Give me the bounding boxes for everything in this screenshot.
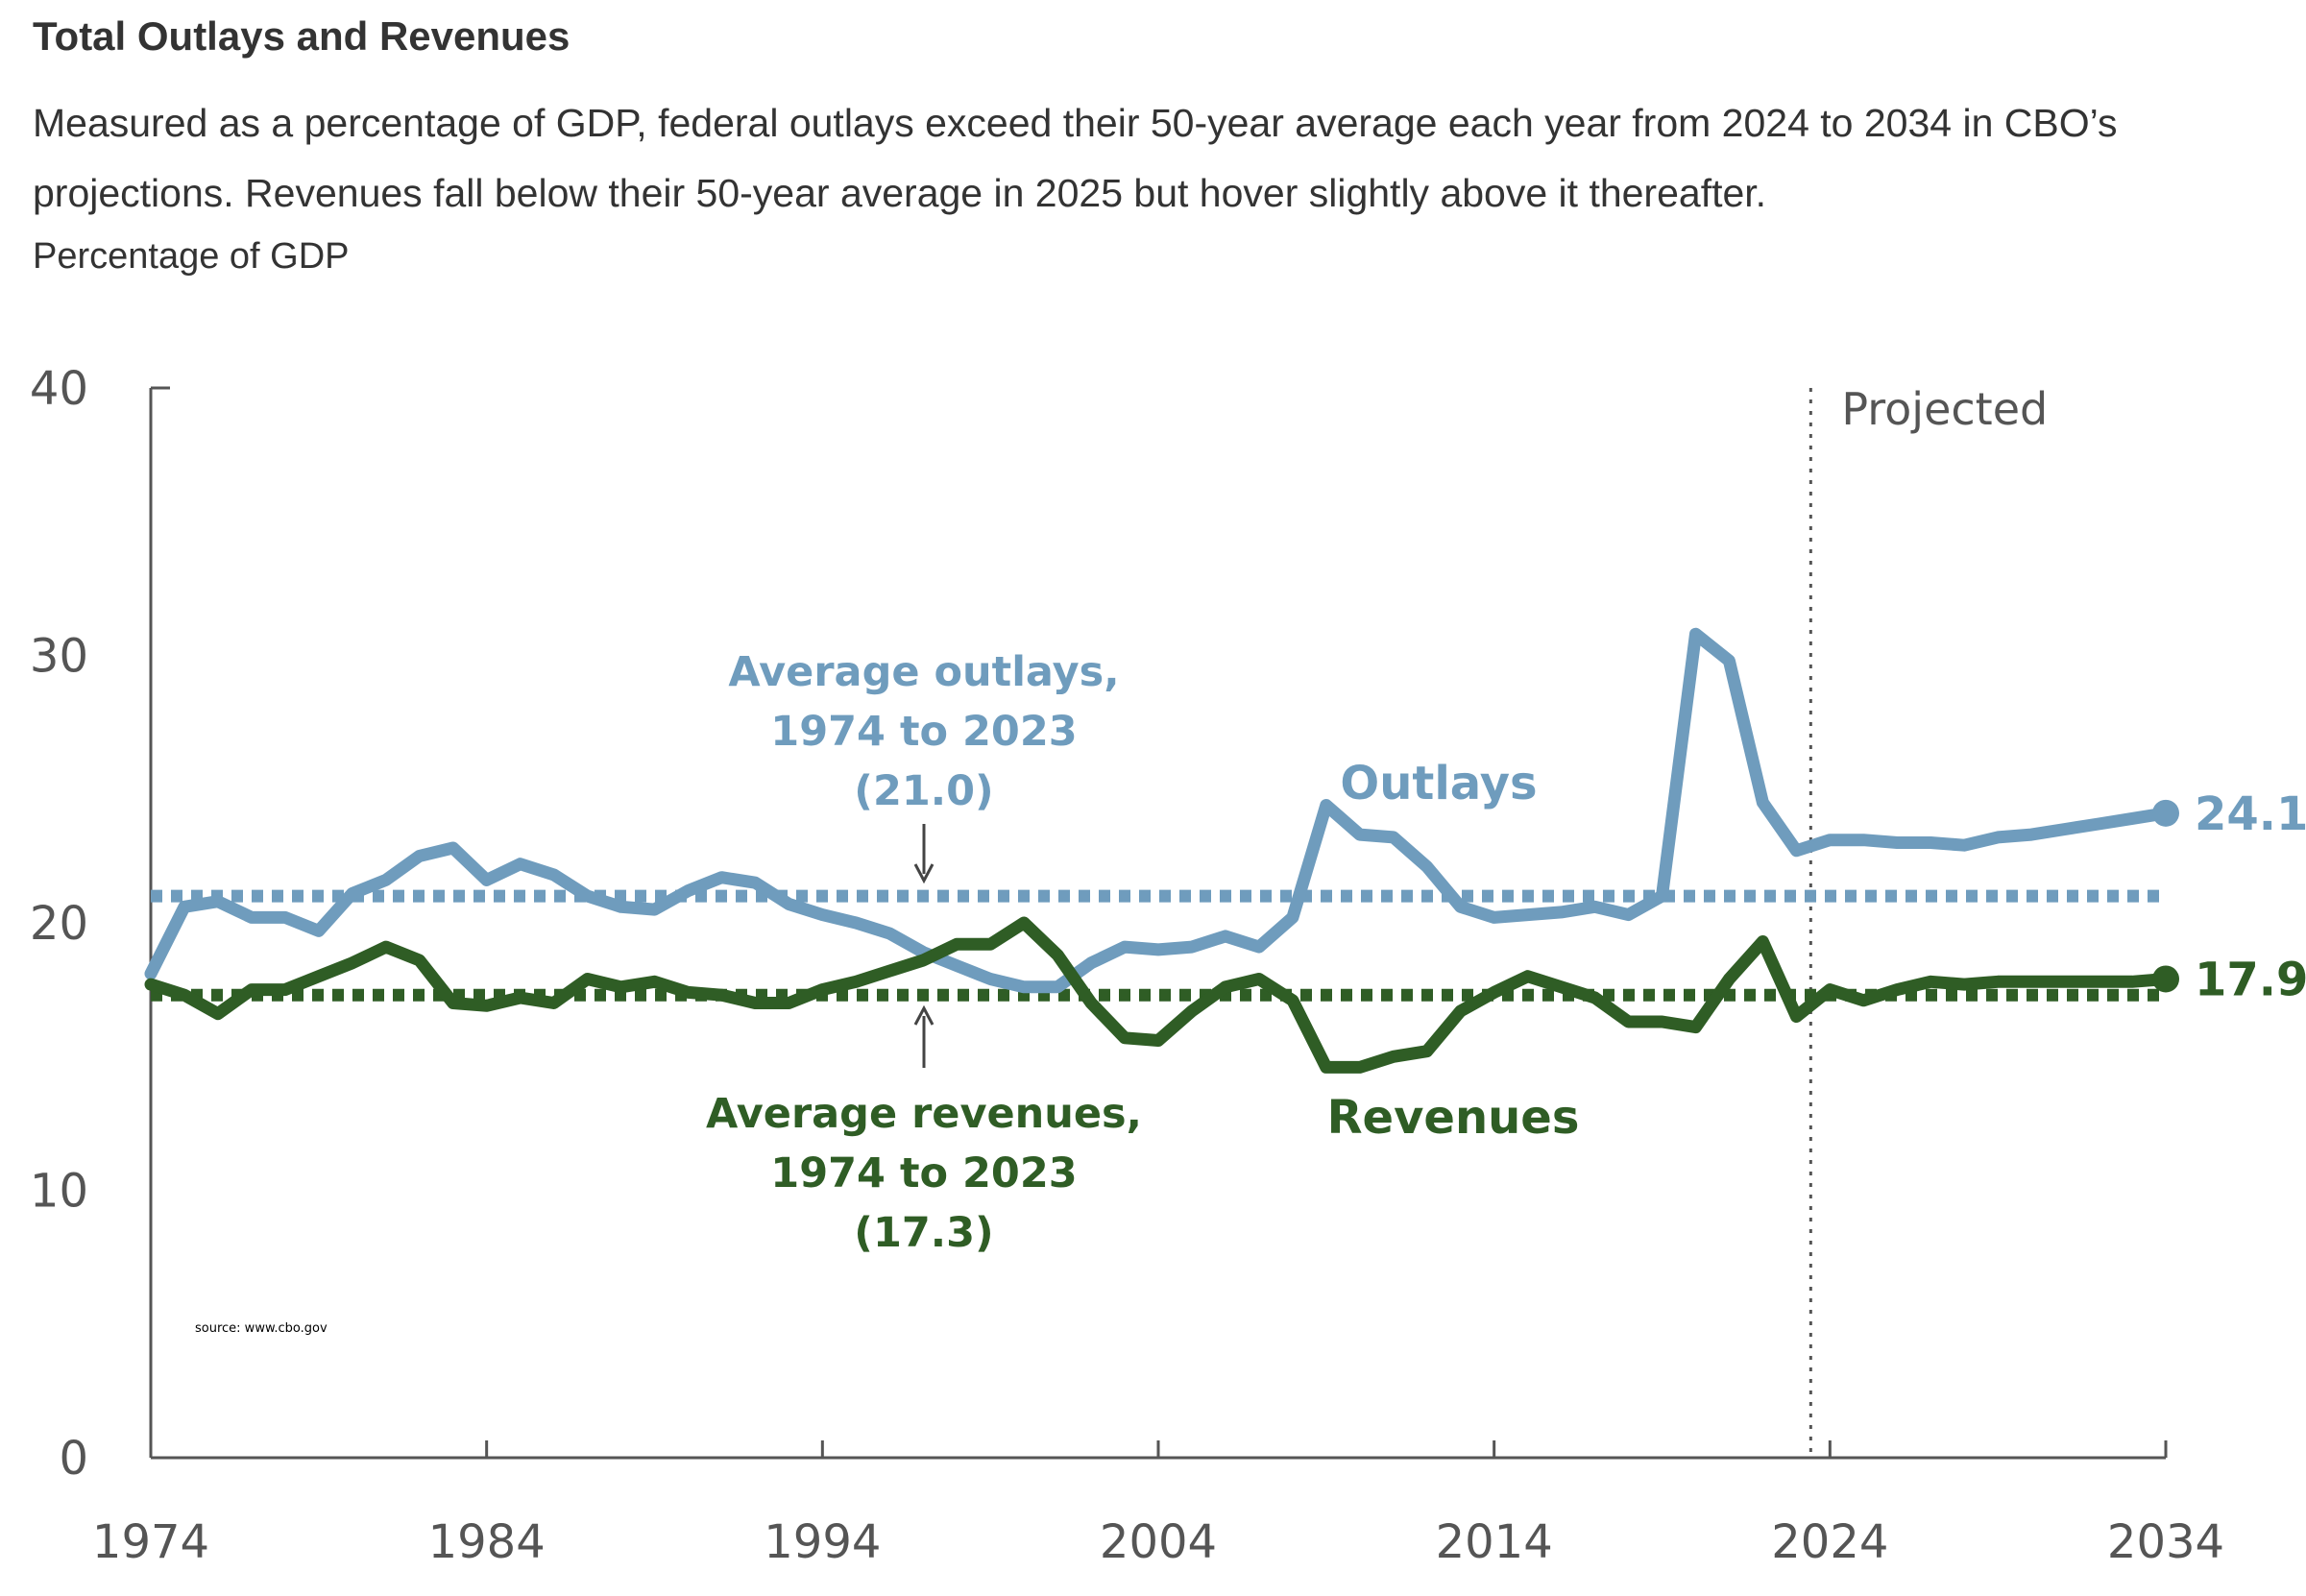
average-revenues-label: Average revenues, 1974 to 2023 (17.3)	[706, 1090, 1142, 1257]
annotation-line: Average revenues,	[706, 1090, 1142, 1138]
projection-label: Projected	[1841, 383, 2048, 435]
average-outlays-arrowhead	[913, 863, 935, 884]
chart-subtitle: Measured as a percentage of GDP, federal…	[33, 101, 2118, 215]
annotation-line: 1974 to 2023	[770, 1149, 1077, 1197]
x-tick-label: 1974	[92, 1515, 209, 1569]
series-end-label: 24.1	[2195, 787, 2306, 841]
y-tick-label: 40	[30, 362, 88, 416]
y-tick-labels: 0 10 20 30 40	[30, 362, 88, 1486]
annotation-line: 1974 to 2023	[770, 708, 1077, 756]
x-tick-label: 2034	[2107, 1515, 2224, 1569]
source-note: source: www.cbo.gov	[195, 1321, 328, 1336]
outlays-series-label: Outlays	[1340, 757, 1537, 810]
chart-title: Total Outlays and Revenues	[33, 13, 570, 59]
y-tick-label: 0	[59, 1432, 88, 1486]
annotations: Average outlays, 1974 to 2023 (21.0) Avera…	[195, 648, 1579, 1336]
series-end-label: 17.9	[2195, 953, 2306, 1006]
y-tick-label: 10	[30, 1165, 88, 1219]
x-tick-label: 1984	[428, 1515, 546, 1569]
y-axis-units-label: Percentage of GDP	[33, 236, 350, 277]
annotation-line: Average outlays,	[728, 648, 1119, 696]
annotation-line: (17.3)	[854, 1209, 993, 1257]
projection-marker: Projected	[1808, 383, 2048, 1458]
x-tick-label: 2024	[1771, 1515, 1888, 1569]
x-tick-label: 2014	[1436, 1515, 1553, 1569]
revenues-series-label: Revenues	[1327, 1091, 1580, 1145]
series-end-point	[2152, 965, 2179, 993]
average-outlays-label: Average outlays, 1974 to 2023 (21.0)	[728, 648, 1119, 815]
x-tick-label: 1994	[764, 1515, 881, 1569]
series-line	[144, 627, 2172, 994]
y-tick-label: 30	[30, 630, 88, 684]
y-tick-label: 20	[30, 897, 88, 951]
x-tick-label: 2004	[1100, 1515, 1217, 1569]
series-line	[144, 916, 2172, 1074]
annotation-line: (21.0)	[854, 767, 993, 815]
x-tick-labels: 1974 1984 1994 2004 2014 2024 2034	[92, 1440, 2224, 1569]
average-revenues-arrowhead	[913, 1004, 935, 1026]
series-lines: 24.1 17.9	[144, 627, 2306, 1074]
y-axis	[149, 386, 170, 1458]
series-end-point	[2152, 799, 2179, 827]
